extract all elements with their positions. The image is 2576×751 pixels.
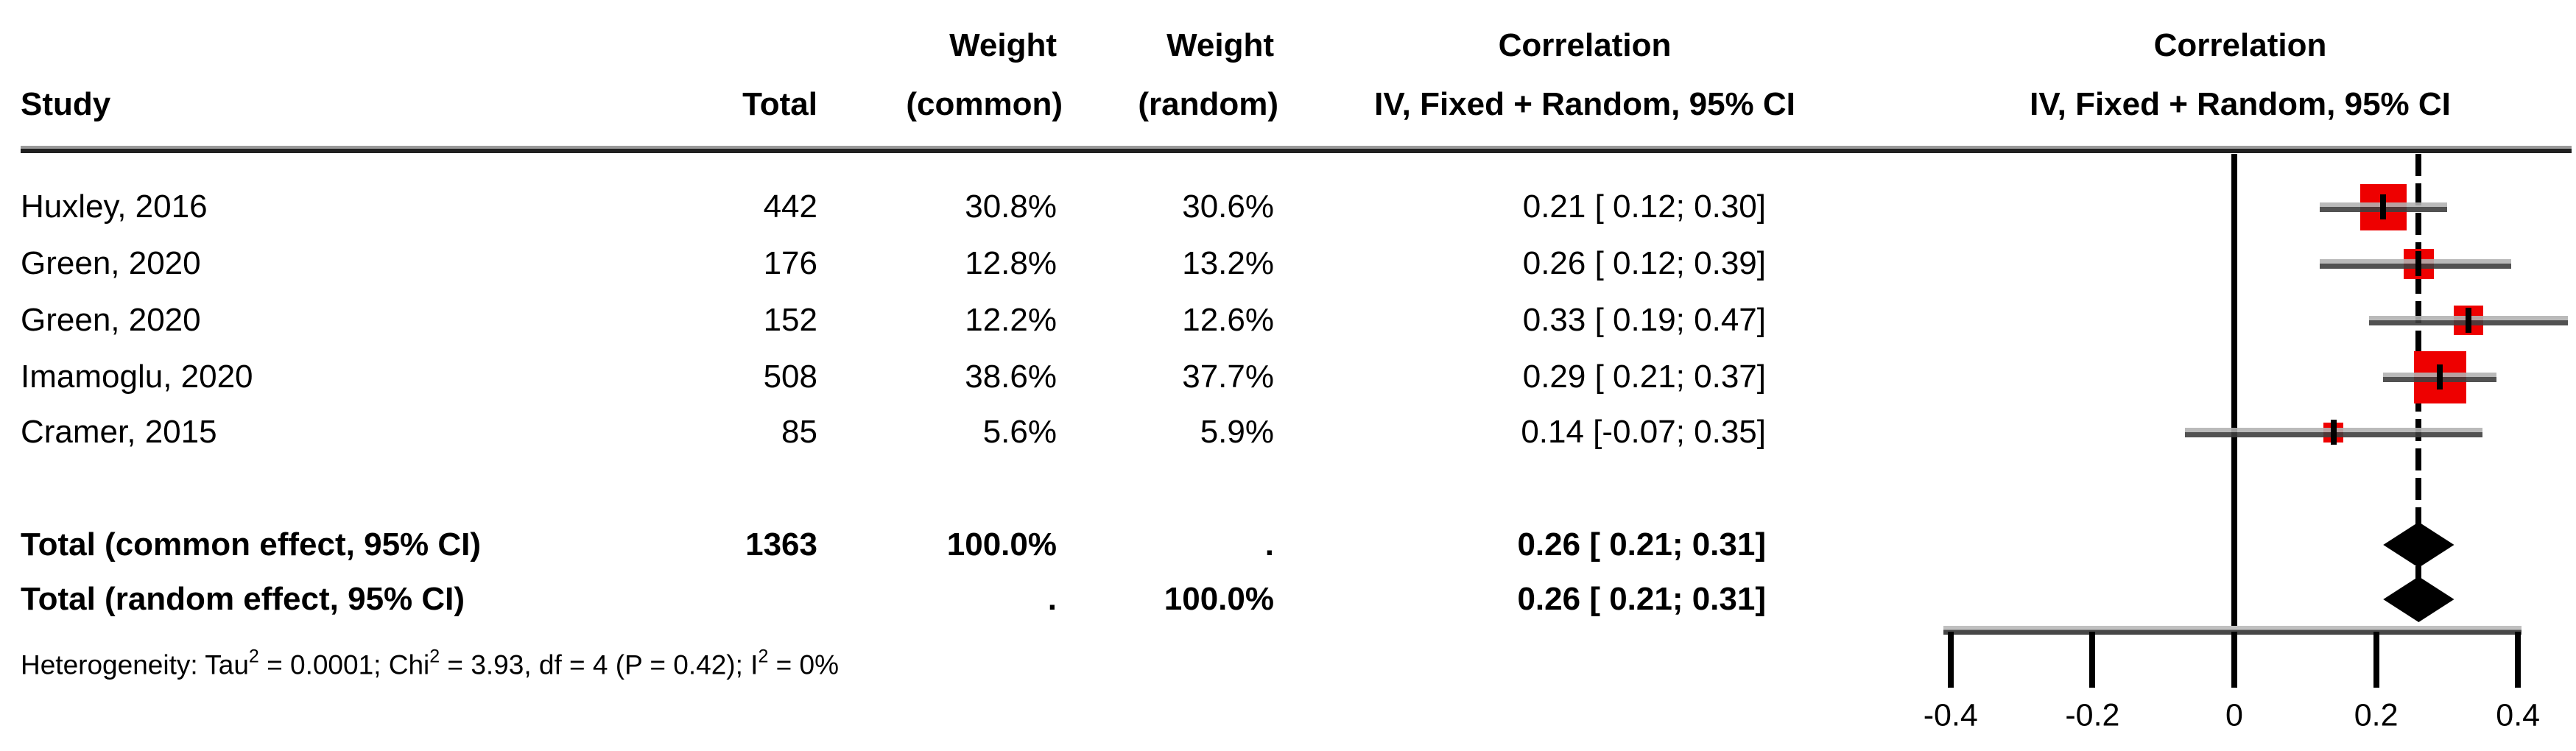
- heterogeneity-prefix: Heterogeneity: Tau: [21, 649, 249, 680]
- plot-header-correlation-line1: Correlation: [2153, 27, 2327, 63]
- study-estimate-tick: [2330, 420, 2337, 445]
- study-weight-random-cell: 37.7%: [1182, 359, 1274, 395]
- column-header-weight-common-line2: (common): [906, 86, 1063, 122]
- pooled-effect-diamond: [2383, 522, 2454, 568]
- column-header-weight-random-line2: (random): [1138, 86, 1278, 122]
- x-axis-tick-label: 0.4: [2496, 697, 2541, 733]
- column-header-study: Study: [21, 86, 111, 122]
- x-axis-tick: [2089, 632, 2096, 688]
- study-total-cell: 152: [763, 302, 817, 338]
- study-weight-common-cell: 12.2%: [965, 302, 1057, 338]
- column-header-weight-random-line1: Weight: [1166, 27, 1274, 63]
- column-header-weight-common-line1: Weight: [949, 27, 1057, 63]
- study-total-cell: 442: [763, 188, 817, 225]
- study-weight-common-cell: 30.8%: [965, 188, 1057, 225]
- study-estimate-tick: [2465, 308, 2471, 333]
- x-axis-tick: [1947, 632, 1954, 688]
- total-ci-text-cell: 0.26 [ 0.21; 0.31]: [1517, 526, 1766, 563]
- total-weight-random-cell: 100.0%: [1164, 581, 1274, 617]
- heterogeneity-mid1: = 0.0001; Chi: [258, 649, 430, 680]
- study-ci-text-cell: 0.21 [ 0.12; 0.30]: [1522, 188, 1766, 225]
- x-axis-tick-label: -0.2: [2065, 697, 2120, 733]
- chi-squared-superscript: 2: [429, 646, 440, 667]
- study-weight-common-cell: 12.8%: [965, 245, 1057, 281]
- column-header-correlation-line1: Correlation: [1498, 27, 1672, 63]
- study-name-cell: Huxley, 2016: [21, 188, 208, 225]
- study-weight-common-cell: 5.6%: [982, 414, 1057, 450]
- study-ci-text-cell: 0.29 [ 0.21; 0.37]: [1522, 359, 1766, 395]
- total-weight-common-cell: 100.0%: [946, 526, 1057, 563]
- study-estimate-tick: [2380, 194, 2387, 219]
- plot-header-correlation-line2: IV, Fixed + Random, 95% CI: [2030, 86, 2451, 122]
- study-name-cell: Cramer, 2015: [21, 414, 217, 450]
- study-ci-text-cell: 0.26 [ 0.12; 0.39]: [1522, 245, 1766, 281]
- heterogeneity-text: Heterogeneity: Tau2 = 0.0001; Chi2 = 3.9…: [21, 647, 840, 680]
- study-ci-bar: [2319, 259, 2511, 269]
- study-weight-random-cell: 13.2%: [1182, 245, 1274, 281]
- study-name-cell: Green, 2020: [21, 302, 201, 338]
- x-axis-tick-label: -0.4: [1923, 697, 1978, 733]
- study-weight-random-cell: 30.6%: [1182, 188, 1274, 225]
- total-weight-random-cell: .: [1264, 526, 1274, 563]
- study-name-cell: Green, 2020: [21, 245, 201, 281]
- total-n-cell: 1363: [745, 526, 817, 563]
- study-weight-common-cell: 38.6%: [965, 359, 1057, 395]
- column-header-correlation-line2: IV, Fixed + Random, 95% CI: [1374, 86, 1795, 122]
- study-estimate-tick: [2415, 251, 2422, 276]
- header-rule: [21, 146, 2572, 153]
- study-ci-text-cell: 0.14 [-0.07; 0.35]: [1521, 414, 1766, 450]
- column-header-total: Total: [742, 86, 817, 122]
- total-label-cell: Total (random effect, 95% CI): [21, 581, 465, 617]
- x-axis-tick: [2515, 632, 2522, 688]
- study-total-cell: 176: [763, 245, 817, 281]
- total-weight-common-cell: .: [1047, 581, 1057, 617]
- x-axis-tick: [2231, 632, 2237, 688]
- study-weight-random-cell: 5.9%: [1200, 414, 1274, 450]
- pooled-effect-diamond: [2383, 577, 2454, 622]
- study-name-cell: Imamoglu, 2020: [21, 359, 253, 395]
- tau-squared-superscript: 2: [248, 646, 259, 667]
- x-axis-tick-label: 0: [2225, 697, 2243, 733]
- study-weight-random-cell: 12.6%: [1182, 302, 1274, 338]
- study-estimate-tick: [2437, 364, 2443, 389]
- i-squared-superscript: 2: [758, 646, 769, 667]
- study-ci-text-cell: 0.33 [ 0.19; 0.47]: [1522, 302, 1766, 338]
- zero-reference-line: [2231, 154, 2237, 627]
- total-label-cell: Total (common effect, 95% CI): [21, 526, 482, 563]
- study-total-cell: 85: [781, 414, 817, 450]
- x-axis-tick: [2373, 632, 2379, 688]
- study-total-cell: 508: [763, 359, 817, 395]
- heterogeneity-suffix: = 0%: [768, 649, 840, 680]
- total-ci-text-cell: 0.26 [ 0.21; 0.31]: [1517, 581, 1766, 617]
- x-axis-tick-label: 0.2: [2354, 697, 2399, 733]
- heterogeneity-mid2: = 3.93, df = 4 (P = 0.42); I: [440, 649, 759, 680]
